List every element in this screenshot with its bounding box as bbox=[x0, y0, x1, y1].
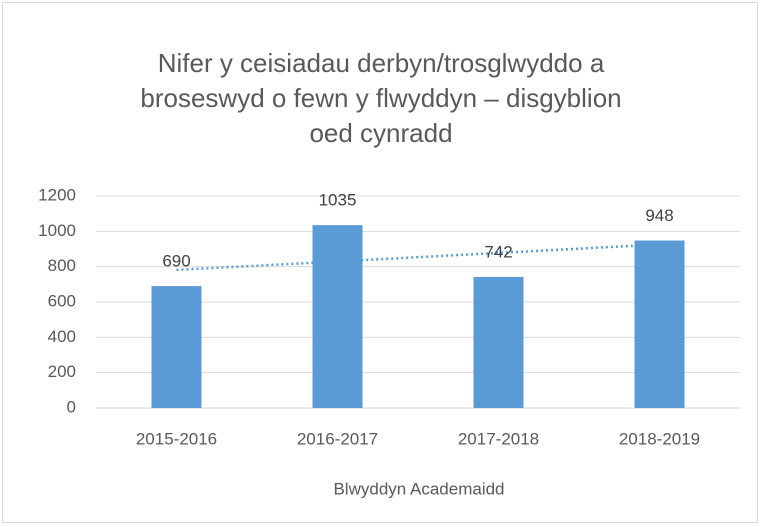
bar bbox=[151, 286, 202, 408]
y-tick-label: 400 bbox=[48, 327, 76, 346]
x-axis-label: Blwyddyn Academaidd bbox=[333, 479, 504, 498]
data-label: 1035 bbox=[319, 191, 357, 210]
data-label: 948 bbox=[645, 206, 673, 225]
y-tick-label: 1000 bbox=[38, 221, 76, 240]
y-tick-label: 0 bbox=[67, 397, 76, 416]
bar bbox=[312, 225, 363, 408]
x-tick-label: 2015-2016 bbox=[136, 429, 217, 448]
chart-title: Nifer y ceisiadau derbyn/trosglwyddo a b… bbox=[140, 48, 622, 148]
y-tick-label: 800 bbox=[48, 256, 76, 275]
y-tick-label: 1200 bbox=[38, 185, 76, 204]
data-label: 690 bbox=[162, 252, 190, 271]
x-tick-label: 2018-2019 bbox=[619, 429, 700, 448]
data-label: 742 bbox=[484, 242, 512, 261]
trendline bbox=[176, 243, 660, 272]
y-tick-label: 600 bbox=[48, 291, 76, 310]
bar bbox=[473, 276, 524, 408]
x-tick-label: 2017-2018 bbox=[458, 429, 539, 448]
bar bbox=[634, 240, 685, 408]
y-tick-label: 200 bbox=[48, 362, 76, 381]
x-tick-label: 2016-2017 bbox=[297, 429, 378, 448]
